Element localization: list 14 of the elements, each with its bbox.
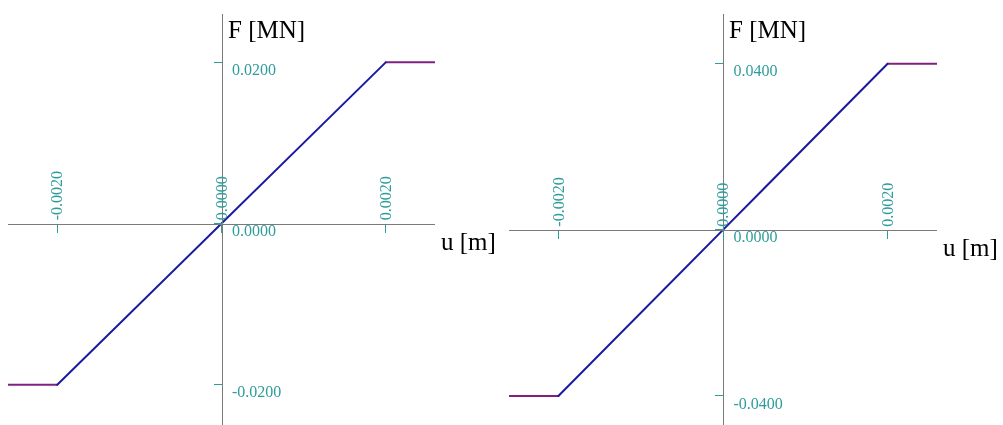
- y-tick-label: -0.0200: [232, 383, 282, 401]
- y-tick-label: 0.0400: [733, 62, 778, 80]
- x-axis-title: u [m]: [943, 234, 998, 261]
- x-tick-label: -0.0020: [549, 177, 567, 227]
- y-tick-label: -0.0400: [733, 394, 783, 412]
- x-tick-label: 0.0020: [376, 176, 394, 221]
- x-axis-title: u [m]: [441, 228, 496, 255]
- y-tick-label: 0.0200: [232, 60, 276, 78]
- x-tick-label: 0.0020: [878, 182, 896, 227]
- y-tick-label: 0.0000: [733, 228, 778, 246]
- y-axis-title: F [MN]: [729, 16, 807, 43]
- y-tick-label: 0.0000: [232, 222, 276, 240]
- y-axis-title: F [MN]: [228, 16, 306, 43]
- x-tick-label: -0.0020: [48, 171, 66, 221]
